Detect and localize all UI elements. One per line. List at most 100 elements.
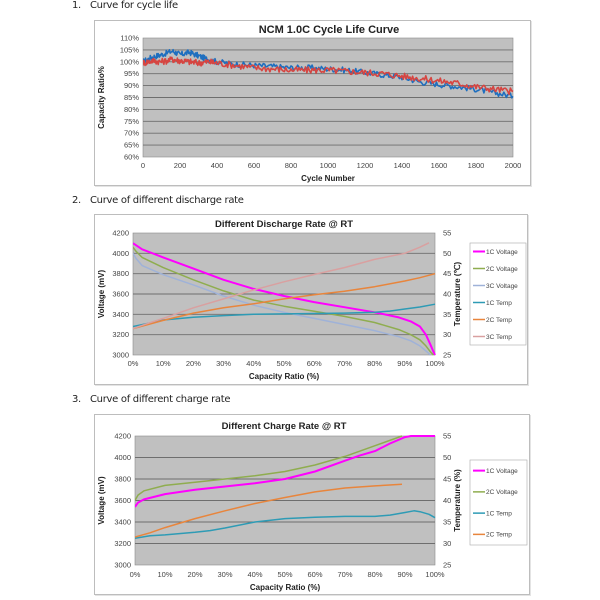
x-tick-label: 1400 [394,161,411,170]
y-axis-label: Voltage (mV) [97,476,106,525]
x-tick-label: 10% [156,359,171,368]
x-axis-label: Capacity Ratio (%) [249,372,320,381]
x-axis-label: Cycle Number [301,174,355,183]
y2-tick-label: 50 [443,249,451,258]
y2-tick-label: 40 [443,496,451,505]
y-tick-label: 105% [120,45,140,54]
x-tick-label: 0 [141,161,145,170]
y-tick-label: 3000 [112,351,129,360]
x-tick-label: 30% [217,570,232,579]
x-tick-label: 20% [187,570,202,579]
x-tick-label: 80% [367,570,382,579]
legend: 1C Voltage 2C Voltage 1C Temp 2C Temp [469,459,528,546]
x-axis-label: Capacity Ratio (%) [250,583,321,592]
section-text: Curve for cycle life [90,0,178,11]
x-tick-label: 2000 [505,161,522,170]
y2-tick-label: 45 [443,475,451,484]
x-tick-label: 1000 [320,161,337,170]
y-tick-label: 4000 [112,249,129,258]
x-tick-label: 100% [425,359,445,368]
y-tick-label: 75% [124,117,139,126]
series-line-2c-voltage [135,435,403,501]
y2-tick-label: 35 [443,518,451,527]
y-tick-label: 90% [124,81,139,90]
section-text: Curve of different discharge rate [90,195,244,206]
chart-2: 3000 3200 3400 3600 3800 4000 4200 0% 10% 20% 30% 4… [97,219,527,381]
y2-tick-label: 45 [443,269,451,278]
y-axis-label: Voltage (mV) [97,270,106,319]
section-heading-1: 1. Curve for cycle life [72,0,178,11]
chart-1: 60% 65% 70% 75% 80% 85% 90% 95% 100% 105% 110% 0 200… [97,24,521,183]
chart-3: 3000 3200 3400 3600 3800 4000 4200 0% 10% 20% 30% 4… [97,421,528,592]
legend-label: 3C Temp [486,334,512,341]
x-tick-label: 50% [277,570,292,579]
series-line-2c-temp [133,272,436,330]
chart-title: Different Discharge Rate @ RT [215,219,353,230]
x-tick-label: 600 [248,161,261,170]
series-line-3c-temp [133,242,430,330]
legend-label: 2C Temp [486,317,512,324]
legend-label: 1C Temp [486,510,512,517]
y2-tick-label: 55 [443,229,451,238]
x-tick-label: 90% [397,359,412,368]
y2-tick-label: 30 [443,539,451,548]
x-tick-label: 60% [307,570,322,579]
section-number: 2. [72,195,81,206]
series-line-2c-temp [135,483,403,538]
y2-tick-label: 35 [443,310,451,319]
legend: 1C Voltage 2C Voltage 3C Voltage 1C Temp 2C … [469,242,527,346]
y-tick-label: 80% [124,105,139,114]
x-tick-label: 50% [276,359,291,368]
legend-label: 1C Voltage [486,249,518,256]
y-tick-label: 3400 [112,310,129,319]
x-tick-label: 400 [211,161,224,170]
x-tick-label: 20% [186,359,201,368]
series-line-1c-voltage [135,435,435,508]
y-tick-label: 4200 [112,229,129,238]
legend-label: 1C Voltage [486,468,518,475]
x-tick-label: 100% [425,570,445,579]
section-heading-2: 2. Curve of different discharge rate [72,195,244,206]
series-line-1c-voltage [133,242,436,356]
x-tick-label: 0% [130,570,141,579]
y-tick-label: 3400 [114,518,131,527]
y-tick-label: 95% [124,69,139,78]
y-tick-label: 70% [124,129,139,138]
legend-label: 2C Voltage [486,489,518,496]
y2-tick-label: 25 [443,351,451,360]
legend-box [469,459,528,546]
y-tick-label: 85% [124,93,139,102]
y2-axis-label: Temperature (℃) [453,261,462,326]
section-text: Curve of different charge rate [90,394,231,405]
y-tick-label: 3600 [112,290,129,299]
legend-label: 3C Voltage [486,283,518,290]
x-tick-label: 70% [337,570,352,579]
legend-label: 2C Voltage [486,266,518,273]
x-tick-label: 90% [397,570,412,579]
x-tick-label: 40% [246,359,261,368]
y-tick-label: 65% [124,141,139,150]
legend-box [469,242,527,346]
series-line-blue [143,48,514,99]
legend-label: 2C Temp [486,532,512,539]
y-tick-label: 3800 [114,475,131,484]
y-axis-label: Capacity Ratio% [97,66,106,129]
x-tick-label: 800 [285,161,298,170]
x-tick-label: 1600 [431,161,448,170]
x-tick-label: 1800 [468,161,485,170]
x-tick-label: 1200 [357,161,374,170]
x-tick-label: 80% [367,359,382,368]
section-number: 1. [72,0,81,11]
y2-tick-label: 30 [443,330,451,339]
y-tick-label: 60% [124,153,139,162]
x-tick-label: 200 [174,161,187,170]
series-line-2c-voltage [133,246,435,356]
y-tick-label: 3200 [112,330,129,339]
x-tick-label: 0% [128,359,139,368]
y-tick-label: 4200 [114,432,131,441]
y-tick-label: 3000 [114,561,131,570]
y-tick-label: 100% [120,57,140,66]
chart-title: Different Charge Rate @ RT [222,421,347,432]
section-heading-3: 3. Curve of different charge rate [72,394,231,405]
